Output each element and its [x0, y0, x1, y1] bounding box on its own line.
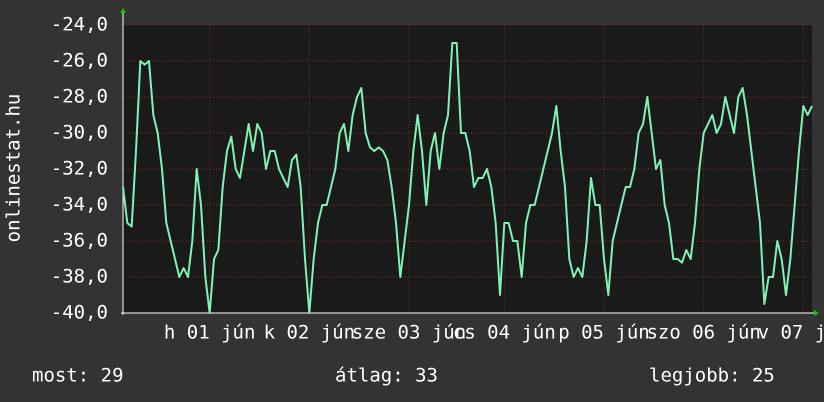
data-line	[122, 42, 813, 314]
x-tick-label: h 01 jún	[164, 322, 256, 344]
footer-current: most: 29	[32, 365, 124, 387]
y-tick-label: -38,0	[51, 266, 108, 288]
y-tick-label: -26,0	[51, 50, 108, 72]
x-tick-label: szo 06 jún	[646, 322, 760, 344]
footer-best: legjobb: 25	[649, 365, 775, 387]
y-tick-label: -24,0	[51, 14, 108, 36]
y-tick-label: -40,0	[51, 302, 108, 324]
y-tick-label: -28,0	[51, 86, 108, 108]
axis-arrow	[814, 310, 819, 316]
y-tick-label: -30,0	[51, 122, 108, 144]
x-tick-label: p 05 jún	[558, 322, 650, 344]
axis-arrow	[120, 8, 126, 13]
x-tick-label: cs 04 jún	[453, 322, 556, 344]
footer-average: átlag: 33	[335, 365, 438, 387]
x-tick-label: sze 03 jún	[352, 322, 466, 344]
y-tick-label: -34,0	[51, 194, 108, 216]
x-tick-label: k 02 jún	[264, 322, 356, 344]
x-tick-label: v 07 jún	[758, 322, 824, 344]
y-axis-label: onlinestat.hu	[3, 94, 25, 243]
y-tick-label: -32,0	[51, 158, 108, 180]
y-tick-label: -36,0	[51, 230, 108, 252]
